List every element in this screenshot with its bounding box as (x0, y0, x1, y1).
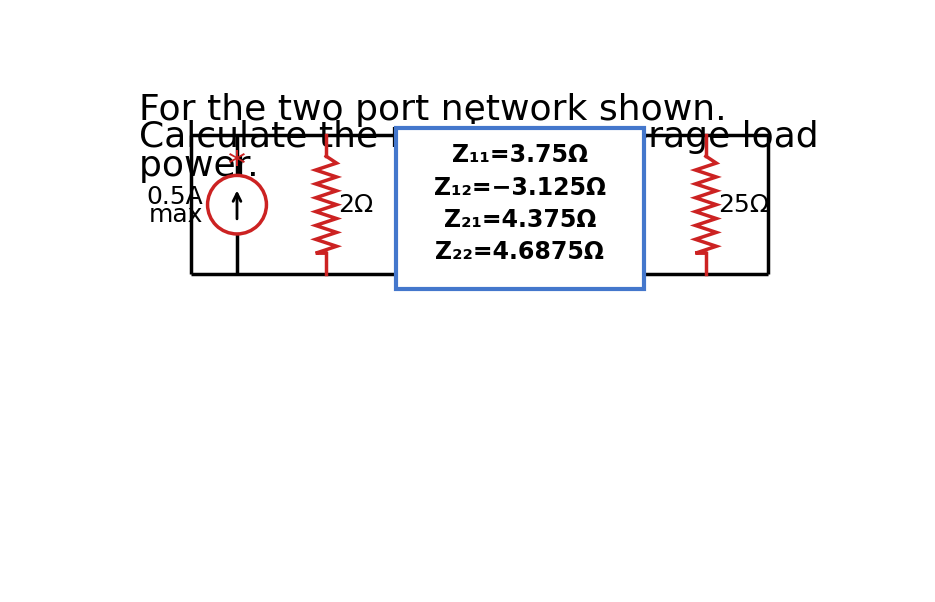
Text: Calculate the maximum average load: Calculate the maximum average load (138, 120, 818, 154)
Text: power.: power. (138, 149, 269, 183)
Text: For the two port network shown.: For the two port network shown. (138, 93, 726, 127)
Text: 2Ω: 2Ω (338, 193, 374, 217)
Text: Z₁₁=3.75Ω: Z₁₁=3.75Ω (452, 143, 588, 167)
Text: Z₂₂=4.6875Ω: Z₂₂=4.6875Ω (436, 240, 604, 264)
Text: 0.5A: 0.5A (146, 185, 203, 209)
Text: max: max (149, 203, 203, 228)
Bar (396, 128, 644, 290)
Text: Z₁₂=−3.125Ω: Z₁₂=−3.125Ω (434, 176, 606, 199)
Text: Z₂₁=4.375Ω: Z₂₁=4.375Ω (444, 208, 597, 232)
Text: 25Ω: 25Ω (718, 193, 770, 217)
Text: *: * (228, 149, 246, 183)
